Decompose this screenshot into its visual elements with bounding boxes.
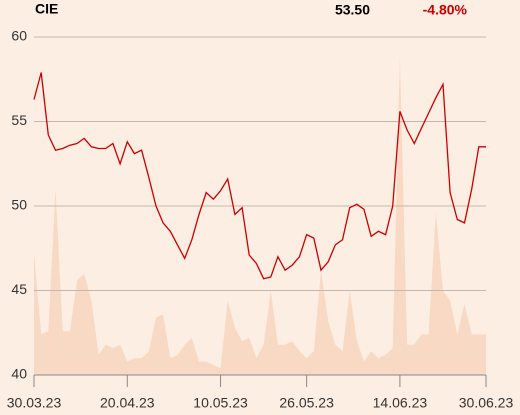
price-line	[33, 72, 486, 280]
x-tick-label: 30.06.23	[459, 395, 514, 411]
y-tick-label: 40	[11, 366, 27, 382]
y-tick-label: 60	[11, 28, 27, 44]
x-tick-label: 14.06.23	[373, 395, 428, 411]
y-tick-label: 45	[11, 281, 27, 297]
x-tick-label: 26.05.23	[279, 395, 334, 411]
ticker: CIE	[35, 1, 58, 17]
last-price: 53.50	[335, 2, 370, 18]
volume-area	[34, 57, 486, 376]
x-tick-label: 30.03.23	[7, 395, 62, 411]
change: -4.80%	[423, 2, 468, 18]
y-tick-label: 55	[11, 112, 27, 128]
y-tick-label: 50	[11, 197, 27, 213]
x-tick-label: 20.04.23	[100, 395, 155, 411]
x-tick-label: 10.05.23	[193, 395, 248, 411]
